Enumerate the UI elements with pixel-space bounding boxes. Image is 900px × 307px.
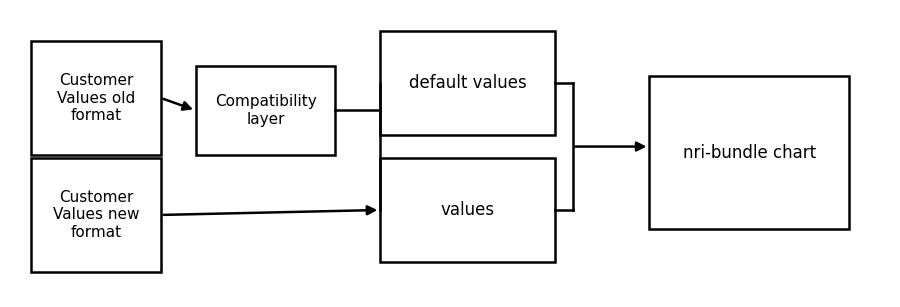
FancyBboxPatch shape [196,66,336,155]
FancyBboxPatch shape [32,41,161,155]
FancyBboxPatch shape [380,31,554,135]
Text: Customer
Values old
format: Customer Values old format [57,73,135,123]
FancyBboxPatch shape [650,76,849,229]
Text: Compatibility
layer: Compatibility layer [215,94,317,126]
Text: values: values [440,201,494,219]
FancyBboxPatch shape [380,158,554,262]
FancyBboxPatch shape [32,158,161,272]
Text: nri-bundle chart: nri-bundle chart [682,143,815,161]
Text: default values: default values [409,74,526,92]
Text: Customer
Values new
format: Customer Values new format [53,190,140,240]
